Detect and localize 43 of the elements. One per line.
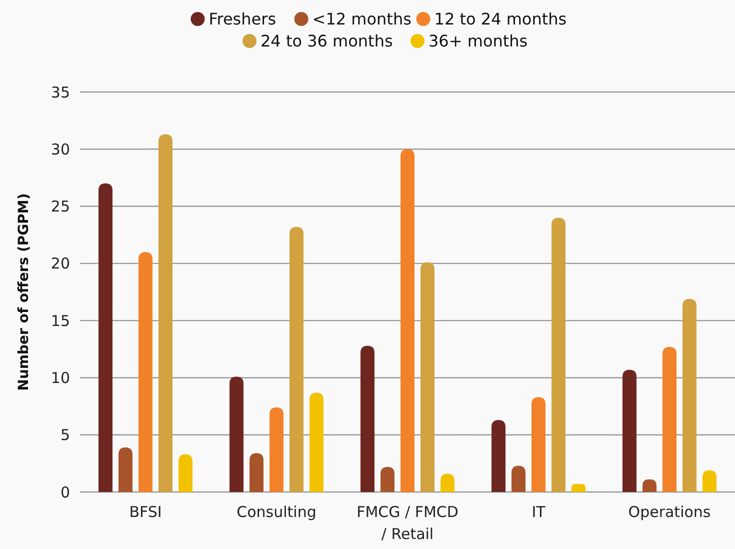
bar [662, 346, 676, 492]
bar [420, 262, 434, 492]
x-tick-label: Consulting [236, 503, 316, 521]
x-tick-label: IT [532, 503, 546, 521]
y-tick-label: 10 [50, 368, 70, 387]
bar [270, 407, 284, 492]
bar [230, 376, 244, 492]
bar [400, 149, 414, 492]
legend-label: 12 to 24 months [434, 10, 567, 29]
bar [572, 484, 586, 492]
bar [532, 397, 546, 492]
y-tick-label: 35 [50, 83, 70, 102]
legend-label: Freshers [208, 10, 276, 29]
bar [158, 134, 172, 492]
y-axis-title: Number of offers (PGPM) [16, 193, 32, 391]
y-tick-label: 0 [60, 483, 70, 502]
bar [310, 392, 324, 492]
x-tick-label: Operations [628, 503, 711, 521]
y-tick-label: 25 [50, 198, 70, 216]
bar [492, 420, 506, 492]
bar [552, 218, 566, 492]
bar [250, 453, 264, 492]
x-tick-label: FMCG / FMCD / Retail [356, 503, 458, 543]
bar [178, 454, 192, 492]
bar [440, 474, 454, 492]
bar [98, 183, 112, 492]
bar [622, 370, 636, 492]
y-tick-label: 30 [50, 140, 70, 158]
bar [380, 466, 394, 492]
bar [138, 252, 152, 492]
legend-label: 36+ months [428, 32, 528, 51]
legend-label: <12 months [312, 10, 412, 29]
bar [702, 470, 716, 492]
bar [290, 226, 304, 492]
bar [512, 466, 526, 492]
y-tick-label: 5 [60, 426, 70, 444]
bar [682, 298, 696, 492]
x-tick-label: BFSI [129, 503, 162, 521]
legend-label: 24 to 36 months [260, 32, 393, 51]
y-tick-label: 15 [50, 312, 70, 330]
bar [360, 346, 374, 492]
y-tick-label: 20 [50, 254, 70, 273]
bar [118, 447, 132, 492]
